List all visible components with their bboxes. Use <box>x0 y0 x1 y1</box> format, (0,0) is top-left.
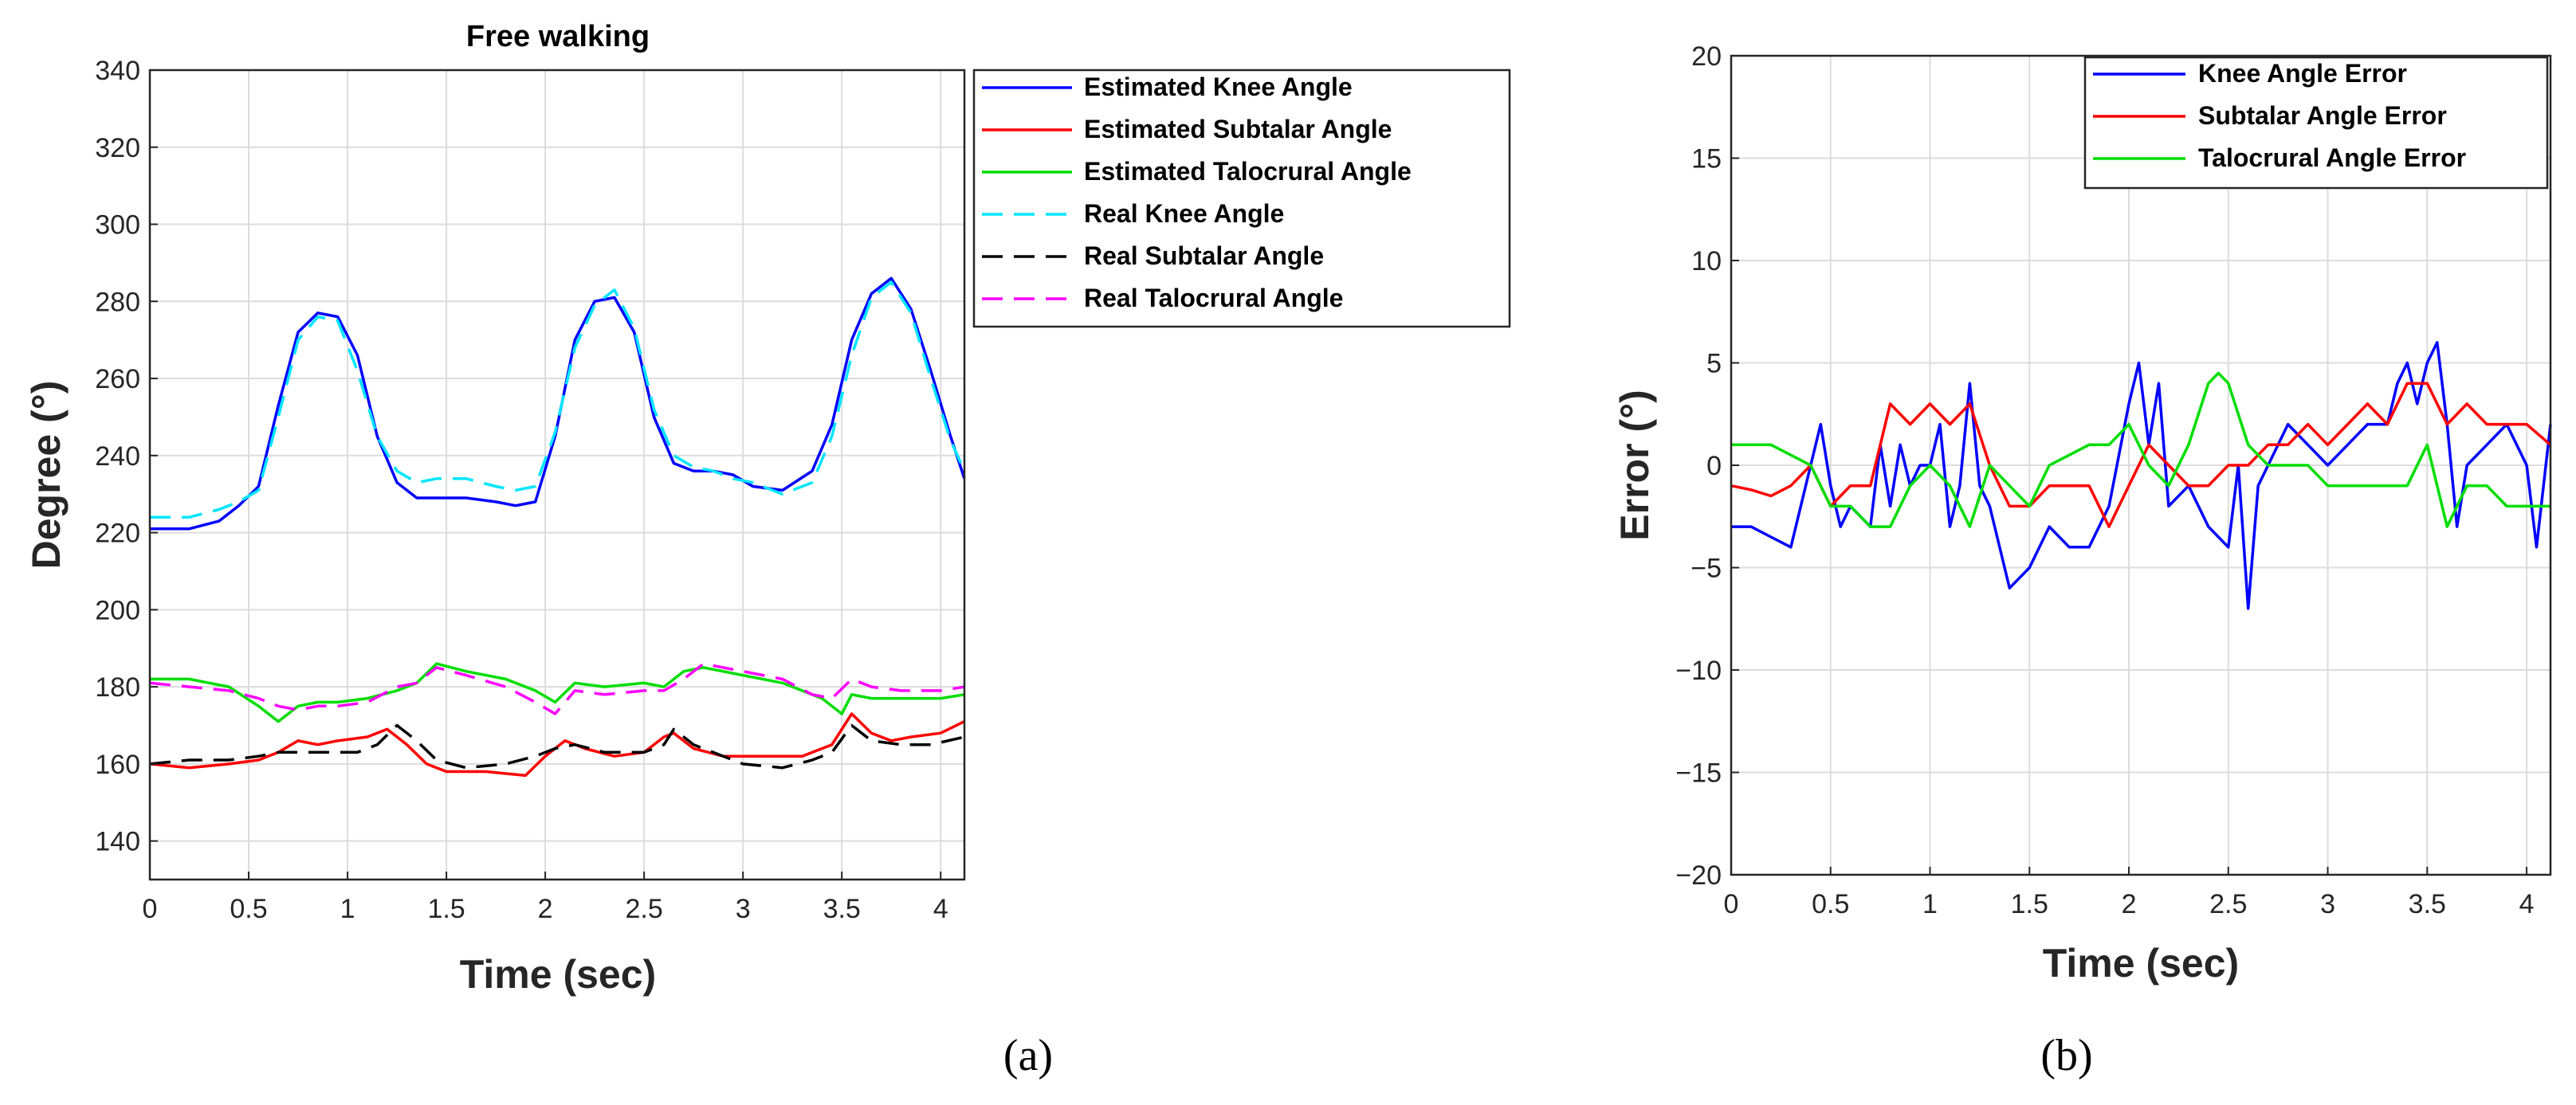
legend-label-subtalar-angle-error: Subtalar Angle Error <box>2198 101 2447 130</box>
legend-label-talocrural-angle-error: Talocrural Angle Error <box>2198 143 2466 172</box>
panel-a-caption: (a) <box>1003 1031 1053 1080</box>
series-line-estimated-subtalar-angle <box>149 712 965 778</box>
y-tick-label: 15 <box>1691 144 1722 174</box>
series-line-estimated-talocrural-angle <box>150 662 965 723</box>
legend-label-real-knee-angle: Real Knee Angle <box>1084 199 1284 228</box>
y-tick-label: −15 <box>1675 758 1722 789</box>
legend-label-knee-angle-error: Knee Angle Error <box>2198 59 2407 88</box>
y-tick-label: −20 <box>1675 860 1722 891</box>
panel-b-chart: 0 0.5 1 1.5 2 2.5 3 3.5 4 −20 −15 −10 −5 0 5 10 15 20 Ti… <box>1612 41 2552 1080</box>
series-line-real-knee-angle <box>150 280 966 519</box>
x-tick-label: 4 <box>933 894 948 924</box>
panel-a-x-ticks: 0 0.5 1 1.5 2 2.5 3 3.5 4 <box>143 872 948 924</box>
y-tick-label: 220 <box>95 519 140 549</box>
panel-b-series <box>1730 341 2552 610</box>
y-tick-label: −10 <box>1675 656 1722 686</box>
panel-a-y-ticks: 140 160 180 200 220 240 260 280 300 320 340 <box>95 56 158 857</box>
legend-label-estimated-knee-angle: Estimated Knee Angle <box>1084 72 1353 101</box>
y-tick-label: 240 <box>95 441 140 472</box>
legend-label-estimated-talocrural-angle: Estimated Talocrural Angle <box>1084 157 1412 186</box>
panel-b-x-axis-label: Time (sec) <box>2043 941 2239 985</box>
x-tick-label: 3.5 <box>2409 889 2446 919</box>
x-tick-label: 1 <box>1922 889 1938 919</box>
x-tick-label: 1.5 <box>427 894 465 924</box>
series-line-estimated-knee-angle <box>150 276 966 531</box>
series-line-knee-angle-error <box>1731 341 2552 610</box>
y-tick-label: 180 <box>95 672 140 703</box>
y-tick-label: 5 <box>1706 349 1722 379</box>
x-tick-label: 0.5 <box>230 894 267 924</box>
panel-a-grid <box>150 70 964 880</box>
series-line-talocrural-angle-error <box>1731 371 2550 528</box>
panel-a-series <box>149 276 966 778</box>
x-tick-label: 2 <box>2122 889 2137 919</box>
x-tick-label: 2.5 <box>2209 889 2247 919</box>
x-tick-label: 4 <box>2519 889 2535 919</box>
panel-a-y-axis-label: Degree (°) <box>24 381 69 570</box>
x-tick-label: 0.5 <box>1812 889 1849 919</box>
y-tick-label: −5 <box>1690 554 1722 584</box>
y-tick-label: 340 <box>95 56 140 86</box>
panel-a-legend-box <box>972 69 1511 328</box>
x-tick-label: 3.5 <box>823 894 861 924</box>
x-tick-label: 2.5 <box>626 894 663 924</box>
y-tick-label: 140 <box>95 827 140 857</box>
y-tick-label: 300 <box>95 210 140 241</box>
x-tick-label: 2 <box>538 894 553 924</box>
series-line-subtalar-angle-error <box>1730 382 2552 528</box>
panel-b-caption: (b) <box>2040 1031 2092 1080</box>
y-tick-label: 260 <box>95 364 140 394</box>
panel-a-title: Free walking <box>466 20 650 53</box>
panel-a-legend: Estimated Knee Angle Estimated Subtalar A… <box>972 69 1511 328</box>
x-tick-label: 3 <box>736 894 751 924</box>
legend-label-real-talocrural-angle: Real Talocrural Angle <box>1084 284 1343 312</box>
panel-a-axes-frame <box>148 69 966 881</box>
x-tick-label: 1.5 <box>2011 889 2048 919</box>
y-tick-label: 320 <box>95 133 140 163</box>
y-tick-label: 20 <box>1691 41 1722 72</box>
panel-b-y-axis-label: Error (°) <box>1612 390 1657 540</box>
legend-label-real-subtalar-angle: Real Subtalar Angle <box>1084 241 1324 270</box>
panel-b-y-ticks: −20 −15 −10 −5 0 5 10 15 20 <box>1675 41 1739 891</box>
y-tick-label: 200 <box>95 595 140 625</box>
panel-a-x-axis-label: Time (sec) <box>460 952 656 997</box>
x-tick-label: 0 <box>1724 889 1739 919</box>
series-line-real-talocrural-angle <box>149 662 965 715</box>
panel-b-x-ticks: 0 0.5 1 1.5 2 2.5 3 3.5 4 <box>1724 867 2535 919</box>
y-tick-label: 0 <box>1706 451 1722 481</box>
x-tick-label: 1 <box>340 894 355 924</box>
panel-a-chart: Free walking 0 0.5 1 1.5 2 2.5 3 3.5 4 140 160 180… <box>24 20 1511 1080</box>
x-tick-label: 3 <box>2320 889 2335 919</box>
y-tick-label: 280 <box>95 287 140 317</box>
panel-b-legend-box <box>2083 56 2549 190</box>
y-tick-label: 160 <box>95 750 140 780</box>
legend-label-estimated-subtalar-angle: Estimated Subtalar Angle <box>1084 115 1392 143</box>
panel-b-legend: Knee Angle Error Subtalar Angle Error Talo… <box>2083 56 2549 190</box>
y-tick-label: 10 <box>1691 246 1722 276</box>
x-tick-label: 0 <box>143 894 158 924</box>
